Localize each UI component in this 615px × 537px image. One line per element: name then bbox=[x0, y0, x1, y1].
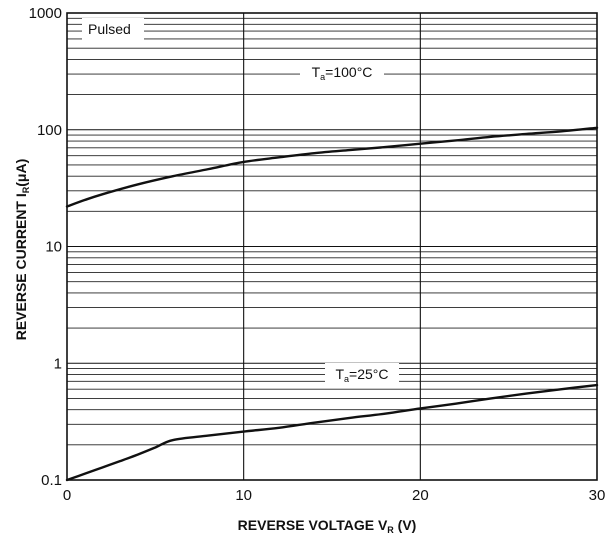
y-tick-label: 0.1 bbox=[41, 472, 62, 489]
series-label-ta-100c-bg bbox=[300, 61, 384, 83]
y-tick-label: 100 bbox=[37, 122, 62, 139]
y-tick-label: 1000 bbox=[29, 5, 62, 22]
pulsed-label: Pulsed bbox=[88, 21, 131, 37]
x-tick-label: 30 bbox=[589, 487, 606, 504]
series-line-ta-100c bbox=[65, 126, 599, 208]
plot-frame bbox=[66, 12, 598, 481]
x-tick-label: 0 bbox=[63, 487, 71, 504]
y-axis-title: REVERSE CURRENT IR(μA) bbox=[13, 159, 31, 341]
series-label-ta-25c-bg bbox=[325, 363, 399, 385]
y-tick-label: 10 bbox=[45, 239, 62, 256]
series-label-ta-25c: Ta=25°C bbox=[335, 366, 388, 384]
x-axis-title: REVERSE VOLTAGE VR (V) bbox=[238, 517, 417, 535]
pulsed-label-bg bbox=[82, 18, 144, 40]
tick-labels: 0 10 20 30 0.1 1 10 100 1000 bbox=[29, 5, 606, 504]
x-tick-label: 10 bbox=[235, 487, 252, 504]
series-line-ta-25c bbox=[65, 383, 599, 482]
series-label-ta-100c: Ta=100°C bbox=[312, 64, 373, 82]
y-tick-label: 1 bbox=[54, 355, 62, 372]
grid bbox=[67, 13, 597, 480]
curves bbox=[65, 126, 599, 482]
x-tick-label: 20 bbox=[412, 487, 429, 504]
annotations: Pulsed Ta=100°C Ta=25°C bbox=[82, 18, 399, 385]
